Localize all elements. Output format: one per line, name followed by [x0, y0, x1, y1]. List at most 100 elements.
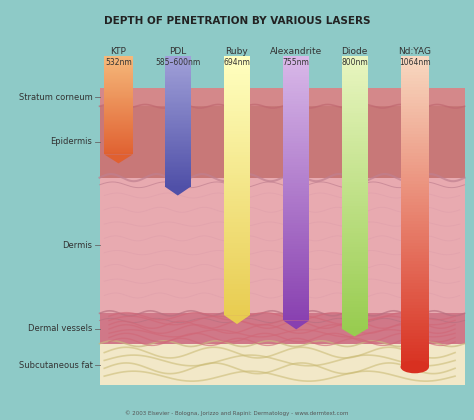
Bar — [104, 68, 133, 69]
Bar — [401, 81, 429, 84]
Bar — [164, 147, 191, 149]
Bar — [283, 162, 310, 165]
Bar — [164, 151, 191, 153]
Bar — [283, 186, 310, 188]
Bar — [341, 285, 368, 288]
Bar — [283, 262, 310, 265]
Bar — [401, 364, 429, 367]
Text: 800nm: 800nm — [341, 58, 368, 67]
Bar — [401, 323, 429, 326]
Bar — [104, 109, 133, 110]
Bar — [283, 117, 310, 120]
Bar — [104, 65, 133, 66]
Bar — [341, 326, 368, 329]
Bar — [283, 241, 310, 244]
Bar — [341, 168, 368, 171]
Bar — [341, 165, 368, 168]
Bar — [224, 263, 250, 266]
Bar — [164, 179, 191, 180]
Bar — [401, 268, 429, 270]
Bar — [341, 102, 368, 105]
Bar — [401, 118, 429, 121]
Bar — [283, 207, 310, 210]
Bar — [224, 110, 250, 113]
Bar — [164, 86, 191, 87]
Bar — [283, 104, 310, 107]
Bar — [401, 196, 429, 199]
Bar — [283, 226, 310, 228]
Bar — [283, 191, 310, 194]
Bar — [164, 178, 191, 179]
Bar — [283, 307, 310, 310]
Bar — [224, 152, 250, 155]
Bar — [283, 244, 310, 247]
Bar — [283, 112, 310, 114]
Bar — [224, 225, 250, 227]
Bar — [224, 175, 250, 178]
Bar — [283, 56, 310, 59]
Bar — [341, 310, 368, 312]
Bar — [104, 84, 133, 85]
Bar — [104, 146, 133, 147]
Bar — [100, 313, 465, 344]
Bar — [224, 214, 250, 217]
Bar — [104, 119, 133, 120]
Bar — [341, 135, 368, 138]
Bar — [104, 144, 133, 146]
Bar — [401, 314, 429, 317]
Bar — [224, 72, 250, 74]
Bar — [224, 209, 250, 212]
Text: KTP: KTP — [110, 47, 127, 56]
Bar — [164, 69, 191, 71]
Bar — [104, 112, 133, 113]
Bar — [104, 102, 133, 103]
Bar — [224, 79, 250, 82]
Bar — [164, 142, 191, 144]
Bar — [341, 263, 368, 266]
Bar — [104, 67, 133, 68]
Bar — [104, 75, 133, 76]
Polygon shape — [283, 320, 309, 329]
Bar — [341, 269, 368, 271]
Bar — [224, 279, 250, 281]
Bar — [283, 183, 310, 186]
Bar — [164, 112, 191, 114]
Bar — [401, 345, 429, 348]
Bar — [224, 139, 250, 142]
Text: PDL: PDL — [169, 47, 186, 56]
Bar — [224, 165, 250, 168]
Bar — [104, 150, 133, 152]
Bar — [164, 146, 191, 147]
Bar — [401, 69, 429, 72]
Bar — [341, 154, 368, 157]
Bar — [164, 176, 191, 178]
Bar — [224, 118, 250, 121]
Bar — [283, 212, 310, 215]
Bar — [341, 184, 368, 187]
Text: 755nm: 755nm — [283, 58, 310, 67]
Bar — [341, 149, 368, 152]
Bar — [401, 106, 429, 109]
Bar — [104, 142, 133, 143]
Bar — [341, 157, 368, 160]
Bar — [283, 173, 310, 175]
Bar — [224, 310, 250, 312]
Bar — [100, 344, 465, 385]
Bar — [283, 204, 310, 207]
Bar — [401, 59, 429, 63]
Bar — [224, 77, 250, 79]
Bar — [401, 140, 429, 143]
Bar — [401, 339, 429, 342]
Bar — [341, 244, 368, 247]
Bar — [164, 102, 191, 103]
Bar — [164, 160, 191, 162]
Bar — [224, 163, 250, 165]
Bar — [401, 277, 429, 280]
Bar — [164, 163, 191, 165]
Bar — [104, 127, 133, 128]
Bar — [224, 147, 250, 150]
Bar — [401, 243, 429, 246]
Bar — [283, 64, 310, 67]
Bar — [341, 323, 368, 326]
Bar — [283, 273, 310, 276]
